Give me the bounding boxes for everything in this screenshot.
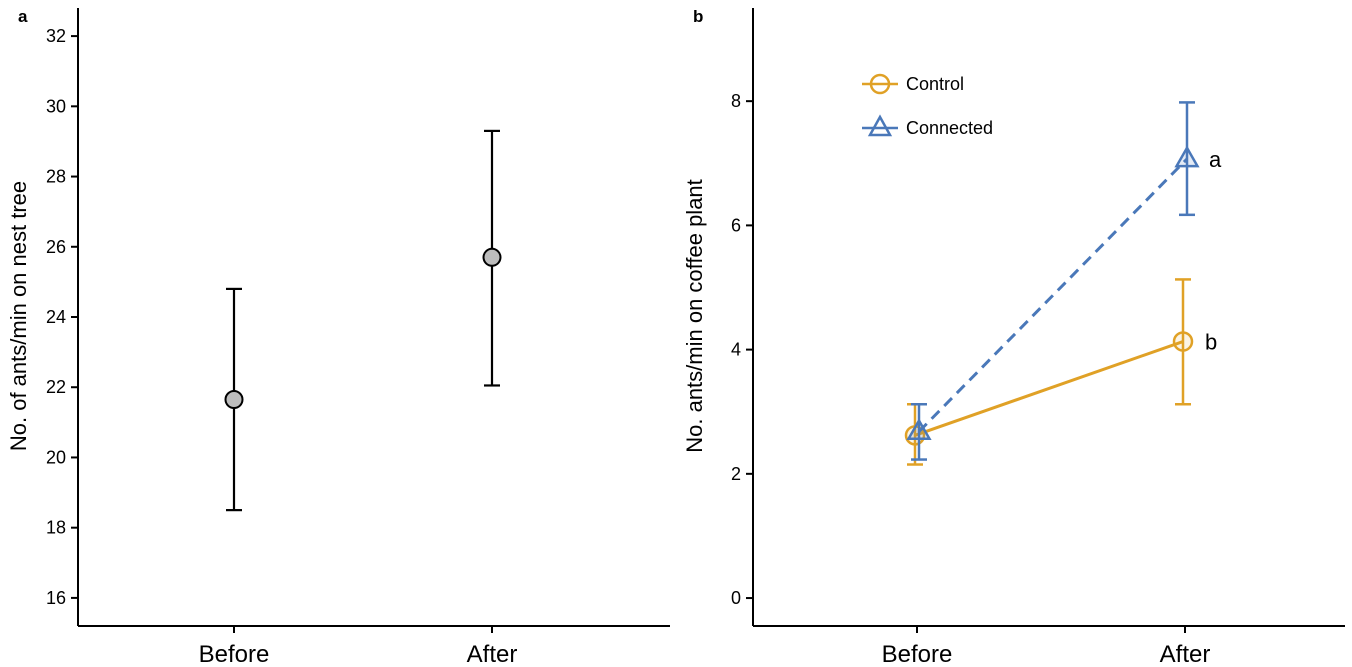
panel-a-y-ticks: 16 18 20 22 24 26 28 30 32	[46, 26, 78, 608]
legend-item-connected: Connected	[862, 114, 993, 138]
panel-b-y-axis-title: No. ants/min on coffee plant	[682, 179, 707, 453]
legend-connected-marker	[867, 114, 893, 137]
y-tick-label: 4	[731, 340, 741, 360]
panel-b-y-ticks: 0 2 4 6 8	[731, 91, 753, 608]
panel-b-x-ticks: Before After	[882, 626, 1211, 667]
y-tick-label: 0	[731, 588, 741, 608]
legend-connected-label: Connected	[906, 118, 993, 138]
connected-series-line	[917, 157, 1189, 433]
y-tick-label: 18	[46, 518, 66, 538]
x-tick-label: Before	[882, 641, 953, 667]
panel-b: b 0 2 4 6 8 Before After No. ants/min on coff…	[682, 7, 1345, 667]
x-tick-label: After	[1160, 641, 1211, 667]
x-tick-label: Before	[199, 641, 270, 667]
y-tick-label: 32	[46, 26, 66, 46]
y-tick-label: 20	[46, 447, 66, 467]
legend: Control Connected	[862, 73, 993, 138]
connected-point	[1174, 145, 1200, 168]
control-significance-label: b	[1205, 330, 1217, 355]
panel-a: a 16 18 20 22 24 26 28 30 32 Before After No. of …	[6, 7, 670, 667]
y-tick-label: 2	[731, 464, 741, 484]
connected-significance-label: a	[1209, 147, 1222, 172]
series-point	[224, 390, 244, 410]
control-point	[1172, 331, 1194, 352]
connected-point	[906, 418, 932, 440]
y-tick-label: 6	[731, 215, 741, 235]
y-tick-label: 26	[46, 237, 66, 257]
y-tick-label: 8	[731, 91, 741, 111]
panel-b-letter: b	[693, 7, 703, 26]
series-point	[482, 247, 502, 267]
legend-control-marker	[869, 73, 891, 95]
y-tick-label: 16	[46, 588, 66, 608]
y-tick-label: 30	[46, 96, 66, 116]
control-series-line	[914, 340, 1184, 437]
y-tick-label: 24	[46, 307, 66, 327]
y-tick-label: 28	[46, 167, 66, 187]
panel-a-letter: a	[18, 7, 28, 26]
panel-b-marks: ba	[904, 101, 1222, 466]
panel-a-y-axis-title: No. of ants/min on nest tree	[6, 181, 31, 451]
panel-a-marks	[224, 129, 502, 512]
legend-item-control: Control	[862, 73, 964, 95]
panel-a-x-ticks: Before After	[199, 626, 518, 667]
legend-control-label: Control	[906, 74, 964, 94]
x-tick-label: After	[467, 641, 518, 667]
y-tick-label: 22	[46, 377, 66, 397]
